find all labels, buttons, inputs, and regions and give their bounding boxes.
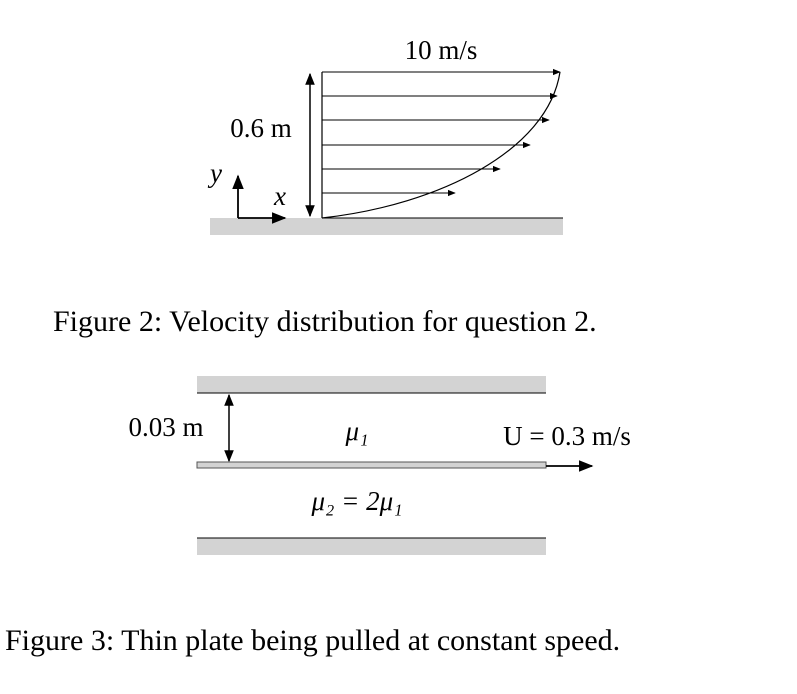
caption: Figure 3: Thin plate being pulled at con… [5, 624, 620, 657]
gap-label: 0.03 m [128, 412, 203, 442]
caption: Figure 2: Velocity distribution for ques… [53, 305, 597, 338]
lower-fluid: μ₂ = 2μ₁ [310, 486, 402, 516]
x-label: x [273, 181, 286, 211]
bottom-wall [197, 538, 546, 555]
top-wall [197, 376, 546, 393]
figure-2: 10 m/s 0.6 m y x Figure 2: Velocity dist… [53, 35, 597, 338]
top-velocity: 10 m/s [405, 35, 478, 65]
height-label: 0.6 m [230, 113, 292, 143]
plate-speed: U = 0.3 m/s [503, 421, 631, 451]
upper-fluid: μ₁ [345, 416, 369, 446]
figure-3: 0.03 m μ₁ U = 0.3 m/s μ₂ = 2μ₁ Figure 3:… [5, 376, 631, 657]
plate [196, 461, 547, 469]
ground [210, 218, 563, 235]
y-label: y [207, 158, 222, 188]
velocity-arrows [322, 68, 561, 197]
